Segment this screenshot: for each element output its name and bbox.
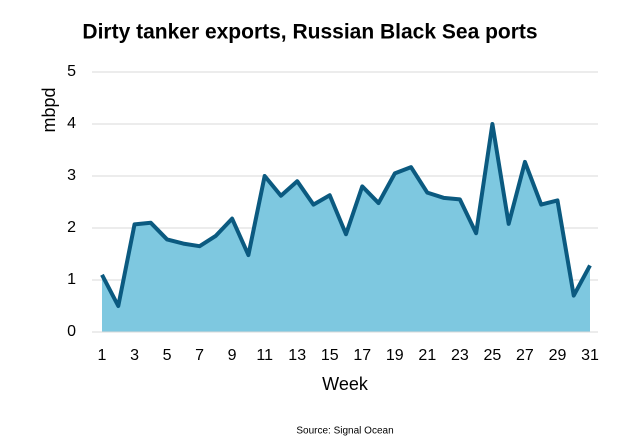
x-tick-label: 15 [321,347,339,364]
x-tick-label: 1 [98,347,107,364]
x-tick-label: 25 [484,347,502,364]
x-tick-label: 5 [163,347,172,364]
x-tick-label: 21 [418,347,436,364]
x-tick-label: 7 [195,347,204,364]
x-tick-label: 23 [451,347,469,364]
x-tick-label: 19 [386,347,404,364]
x-tick-label: 31 [581,347,599,364]
y-tick-label: 0 [67,323,76,340]
x-tick-label: 27 [516,347,534,364]
x-tick-label: 13 [288,347,306,364]
x-tick-label: 29 [549,347,567,364]
area-fill [102,124,590,332]
y-tick-label: 1 [67,271,76,288]
x-tick-label: 17 [353,347,371,364]
chart-title: Dirty tanker exports, Russian Black Sea … [82,21,537,44]
x-tick-label: 11 [256,347,273,364]
y-tick-label: 2 [67,219,76,236]
source-note: Source: Signal Ocean [296,426,393,437]
x-axis-label: Week [322,374,369,394]
x-tick-label: 3 [130,347,139,364]
x-tick-label: 9 [228,347,237,364]
y-tick-label: 5 [67,63,76,80]
area-line [100,122,592,308]
y-tick-label: 4 [67,115,76,132]
y-tick-label: 3 [67,167,76,184]
y-axis-label: mbpd [39,87,59,132]
